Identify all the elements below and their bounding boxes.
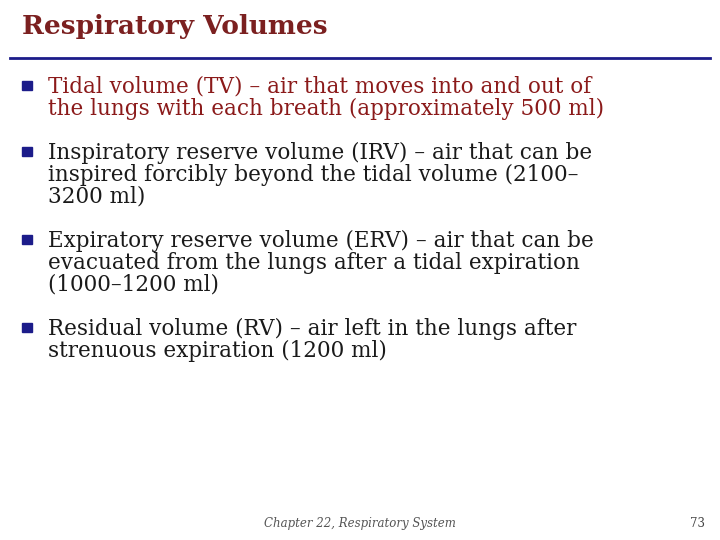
Bar — [22, 82, 32, 90]
Bar — [22, 235, 32, 244]
Bar — [22, 147, 32, 156]
Text: Tidal volume (TV) – air that moves into and out of: Tidal volume (TV) – air that moves into … — [48, 76, 591, 98]
Text: Chapter 22, Respiratory System: Chapter 22, Respiratory System — [264, 517, 456, 530]
Text: 73: 73 — [690, 517, 705, 530]
Text: the lungs with each breath (approximately 500 ml): the lungs with each breath (approximatel… — [48, 98, 604, 120]
Text: inspired forcibly beyond the tidal volume (2100–: inspired forcibly beyond the tidal volum… — [48, 164, 578, 186]
Text: Respiratory Volumes: Respiratory Volumes — [22, 14, 328, 39]
Text: Expiratory reserve volume (ERV) – air that can be: Expiratory reserve volume (ERV) – air th… — [48, 230, 594, 252]
Text: 3200 ml): 3200 ml) — [48, 186, 145, 208]
Text: Inspiratory reserve volume (IRV) – air that can be: Inspiratory reserve volume (IRV) – air t… — [48, 142, 592, 164]
Text: (1000–1200 ml): (1000–1200 ml) — [48, 274, 219, 296]
Text: evacuated from the lungs after a tidal expiration: evacuated from the lungs after a tidal e… — [48, 252, 580, 274]
Text: Residual volume (RV) – air left in the lungs after: Residual volume (RV) – air left in the l… — [48, 318, 577, 340]
Text: strenuous expiration (1200 ml): strenuous expiration (1200 ml) — [48, 340, 387, 362]
Bar — [22, 323, 32, 332]
